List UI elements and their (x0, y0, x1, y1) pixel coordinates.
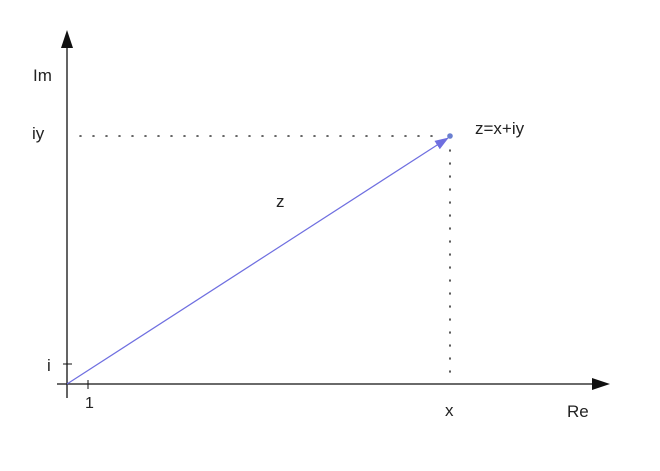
imaginary-axis-label: Im (33, 66, 52, 85)
real-axis-arrowhead (592, 378, 610, 390)
real-unit-label: 1 (85, 395, 94, 412)
real-axis-label: Re (567, 402, 589, 421)
imaginary-axis-arrowhead (61, 30, 73, 48)
vector-label: z (276, 192, 285, 211)
point-label: z=x+iy (475, 119, 525, 138)
imag-unit-label: i (47, 356, 51, 375)
iy-label: iy (32, 124, 45, 143)
vector-z (66, 137, 449, 385)
point-z (447, 133, 453, 139)
x-label: x (445, 401, 454, 420)
